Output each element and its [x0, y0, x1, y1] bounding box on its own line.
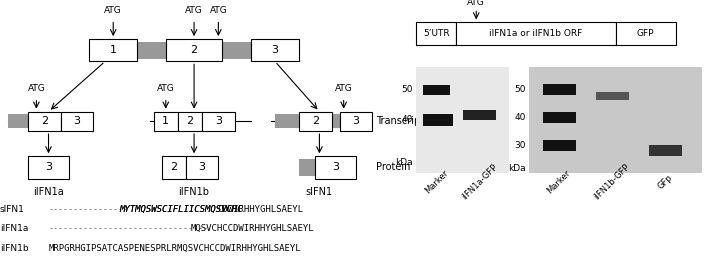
Text: ATG: ATG — [27, 85, 45, 93]
Text: kDa: kDa — [396, 158, 413, 167]
Text: iIFN1a-GFP: iIFN1a-GFP — [460, 162, 499, 201]
Bar — [154, 112, 178, 131]
Bar — [417, 67, 510, 173]
Bar — [137, 42, 166, 59]
Text: ATG: ATG — [157, 85, 175, 93]
Text: iIFN1b-GFP: iIFN1b-GFP — [593, 162, 632, 201]
Bar — [331, 114, 339, 128]
Text: iIFN1a: iIFN1a — [33, 187, 64, 197]
Bar — [89, 39, 137, 61]
Text: 2: 2 — [191, 45, 198, 55]
Bar — [222, 42, 251, 59]
Text: 3: 3 — [45, 162, 52, 172]
Bar — [649, 145, 682, 156]
Text: 5’UTR: 5’UTR — [423, 29, 450, 38]
Bar — [529, 67, 702, 173]
Text: Transcript: Transcript — [376, 116, 424, 126]
Text: 2: 2 — [41, 116, 48, 126]
Text: MYTMQSWSCIFLIICSMQSVCHC: MYTMQSWSCIFLIICSMQSVCHC — [120, 205, 243, 214]
Bar — [596, 92, 629, 100]
Text: 3: 3 — [271, 45, 279, 55]
Text: --------------------------------: -------------------------------- — [48, 224, 209, 233]
Text: Marker: Marker — [546, 168, 573, 195]
Text: 3: 3 — [199, 162, 206, 172]
Text: ATG: ATG — [335, 85, 352, 93]
Bar — [162, 156, 186, 179]
Text: iIFN1b: iIFN1b — [178, 187, 209, 197]
Bar — [299, 159, 316, 176]
Bar — [166, 39, 222, 61]
Text: 3: 3 — [332, 162, 339, 172]
Text: sIFN1: sIFN1 — [306, 187, 333, 197]
Text: iIFN1a: iIFN1a — [0, 224, 28, 233]
Text: Marker: Marker — [422, 168, 450, 195]
Bar — [616, 22, 676, 45]
Bar — [202, 112, 235, 131]
Text: 1: 1 — [162, 116, 169, 126]
Bar — [186, 156, 218, 179]
Text: MQSVCHCCDWIRHHYGHLSAEYL: MQSVCHCCDWIRHHYGHLSAEYL — [191, 224, 315, 233]
Bar — [61, 112, 93, 131]
Text: GFp: GFp — [656, 173, 674, 191]
Text: kDa: kDa — [508, 164, 526, 173]
Text: 30: 30 — [515, 141, 526, 150]
Text: ----------------: ---------------- — [48, 205, 129, 214]
Text: 2: 2 — [170, 162, 178, 172]
Bar — [28, 112, 61, 131]
Bar — [28, 156, 69, 179]
Text: GFP: GFP — [637, 29, 654, 38]
Text: iIFN1b: iIFN1b — [0, 244, 29, 253]
Bar — [299, 112, 331, 131]
Text: 3: 3 — [74, 116, 80, 126]
Text: iIFN1a or iIFN1b ORF: iIFN1a or iIFN1b ORF — [490, 29, 583, 38]
Text: ATG: ATG — [209, 6, 227, 15]
Text: 3: 3 — [352, 116, 360, 126]
Text: 40: 40 — [515, 113, 526, 122]
Bar — [543, 84, 576, 95]
Bar — [463, 110, 496, 120]
Text: Protein: Protein — [376, 162, 410, 172]
Bar — [178, 112, 202, 131]
Text: ATG: ATG — [467, 0, 485, 7]
Bar — [251, 39, 299, 61]
Text: ATG: ATG — [186, 6, 203, 15]
Text: 1: 1 — [110, 45, 117, 55]
Text: 40: 40 — [401, 116, 413, 124]
Bar — [456, 22, 616, 45]
Text: 2: 2 — [186, 116, 193, 126]
Text: CDWIRHHYGHLSAEYL: CDWIRHHYGHLSAEYL — [217, 205, 303, 214]
Bar — [543, 112, 576, 123]
Bar — [316, 156, 356, 179]
Text: 50: 50 — [515, 85, 526, 94]
Bar — [275, 114, 299, 128]
Text: MRPGRHGIPSATCASPENESPRLRMQSVCHCCDWIRHHYGHLSAEYL: MRPGRHGIPSATCASPENESPRLRMQSVCHCCDWIRHHYG… — [48, 244, 301, 253]
Text: 2: 2 — [312, 116, 319, 126]
Bar — [423, 114, 453, 126]
Bar — [423, 85, 450, 95]
Text: sIFN1: sIFN1 — [0, 205, 25, 214]
Bar — [417, 22, 456, 45]
Bar — [339, 112, 372, 131]
Text: ATG: ATG — [105, 6, 122, 15]
Text: MYTMQSWSCIFLIICSMQSVCHC: MYTMQSWSCIFLIICSMQSVCHC — [120, 205, 243, 214]
Text: 3: 3 — [215, 116, 222, 126]
Bar — [8, 114, 28, 128]
Bar — [543, 140, 576, 151]
Text: 50: 50 — [401, 85, 413, 94]
